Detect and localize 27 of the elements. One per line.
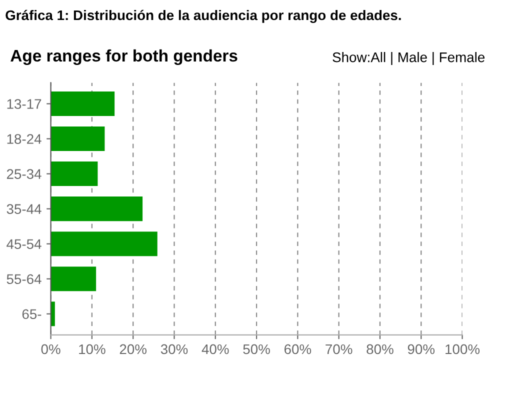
y-tick-label: 45-54 — [6, 239, 42, 250]
x-tick-label: 60% — [284, 344, 312, 354]
x-tick-label: 0% — [41, 344, 60, 354]
y-tick-label: 18-24 — [7, 134, 42, 144]
bar — [50, 126, 105, 152]
bar — [50, 91, 115, 116]
x-tick-label: 90% — [408, 344, 435, 354]
x-tick-label: 80% — [366, 344, 394, 354]
x-tick-label: 100% — [446, 344, 480, 354]
y-tick-label: 55-64 — [6, 274, 42, 284]
y-tick-label: 35-44 — [6, 204, 42, 214]
chart-title: Gráfica 1: Distribución de la audiencia por rango de edades. — [6, 10, 401, 23]
text: Show:All | Male | Female — [332, 52, 485, 66]
y-tick-label: 65- — [22, 309, 42, 320]
chart-subtitle: Age ranges for both genders — [10, 49, 238, 66]
x-tick-label: 10% — [79, 344, 106, 354]
bar — [50, 196, 143, 222]
bar — [50, 162, 98, 186]
x-tick-label: 50% — [243, 344, 270, 354]
x-tick-label: 20% — [120, 344, 146, 354]
x-tick-label: 70% — [326, 344, 352, 354]
x-tick-label: 30% — [160, 344, 188, 354]
bar — [50, 266, 96, 292]
x-tick-label: 40% — [202, 344, 229, 354]
y-tick-label: 25-34 — [6, 169, 42, 179]
bar — [50, 232, 158, 256]
y-tick-label: 13-17 — [7, 99, 42, 109]
